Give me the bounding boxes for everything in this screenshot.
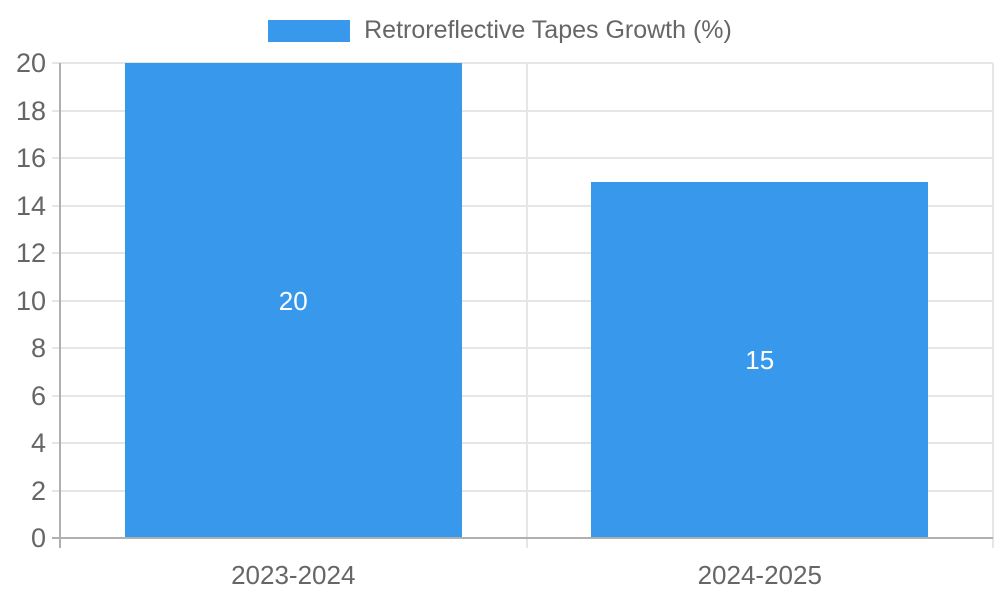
y-tick-label: 20 [15, 48, 46, 78]
plot-area: 20 15 [60, 62, 993, 538]
y-tick-label: 12 [15, 238, 46, 268]
y-tick-label: 10 [15, 285, 46, 316]
x-tick-label: 2023-2024 [231, 560, 356, 590]
y-tick-label: 8 [30, 333, 46, 363]
bar[interactable]: 20 [124, 63, 462, 538]
y-tick-label: 0 [30, 523, 46, 553]
bar-value-label: 15 [745, 344, 775, 375]
y-tick-mark [52, 109, 60, 112]
y-tick-label: 18 [15, 95, 46, 126]
bar-value-label: 20 [278, 285, 308, 316]
legend-label: Retroreflective Tapes Growth (%) [364, 16, 732, 44]
y-tick-mark [52, 394, 60, 397]
y-tick-mark [52, 299, 60, 302]
y-tick-label: 2 [30, 475, 46, 506]
y-tick-label: 6 [30, 380, 46, 411]
legend-swatch-icon [268, 19, 351, 42]
y-tick-label: 14 [15, 190, 46, 221]
y-tick-mark [52, 157, 60, 159]
y-tick-mark [52, 62, 60, 64]
y-tick-mark [52, 489, 60, 492]
legend: Retroreflective Tapes Growth (%) [0, 16, 1000, 45]
gridline-x [992, 63, 994, 538]
x-tick-mark [525, 538, 528, 548]
y-tick-mark [52, 442, 60, 444]
x-tick-mark [992, 538, 994, 548]
gridline-x [525, 63, 528, 538]
y-tick-mark [52, 252, 60, 254]
y-tick-mark [52, 204, 60, 207]
y-tick-label: 16 [15, 143, 46, 173]
y-tick-mark [52, 347, 60, 349]
y-axis-line [59, 63, 61, 548]
x-tick-label: 2024-2025 [697, 560, 822, 590]
x-axis-line [52, 537, 993, 539]
legend-item[interactable]: Retroreflective Tapes Growth (%) [268, 16, 732, 45]
y-tick-label: 4 [30, 428, 46, 458]
bar[interactable]: 15 [591, 181, 929, 538]
